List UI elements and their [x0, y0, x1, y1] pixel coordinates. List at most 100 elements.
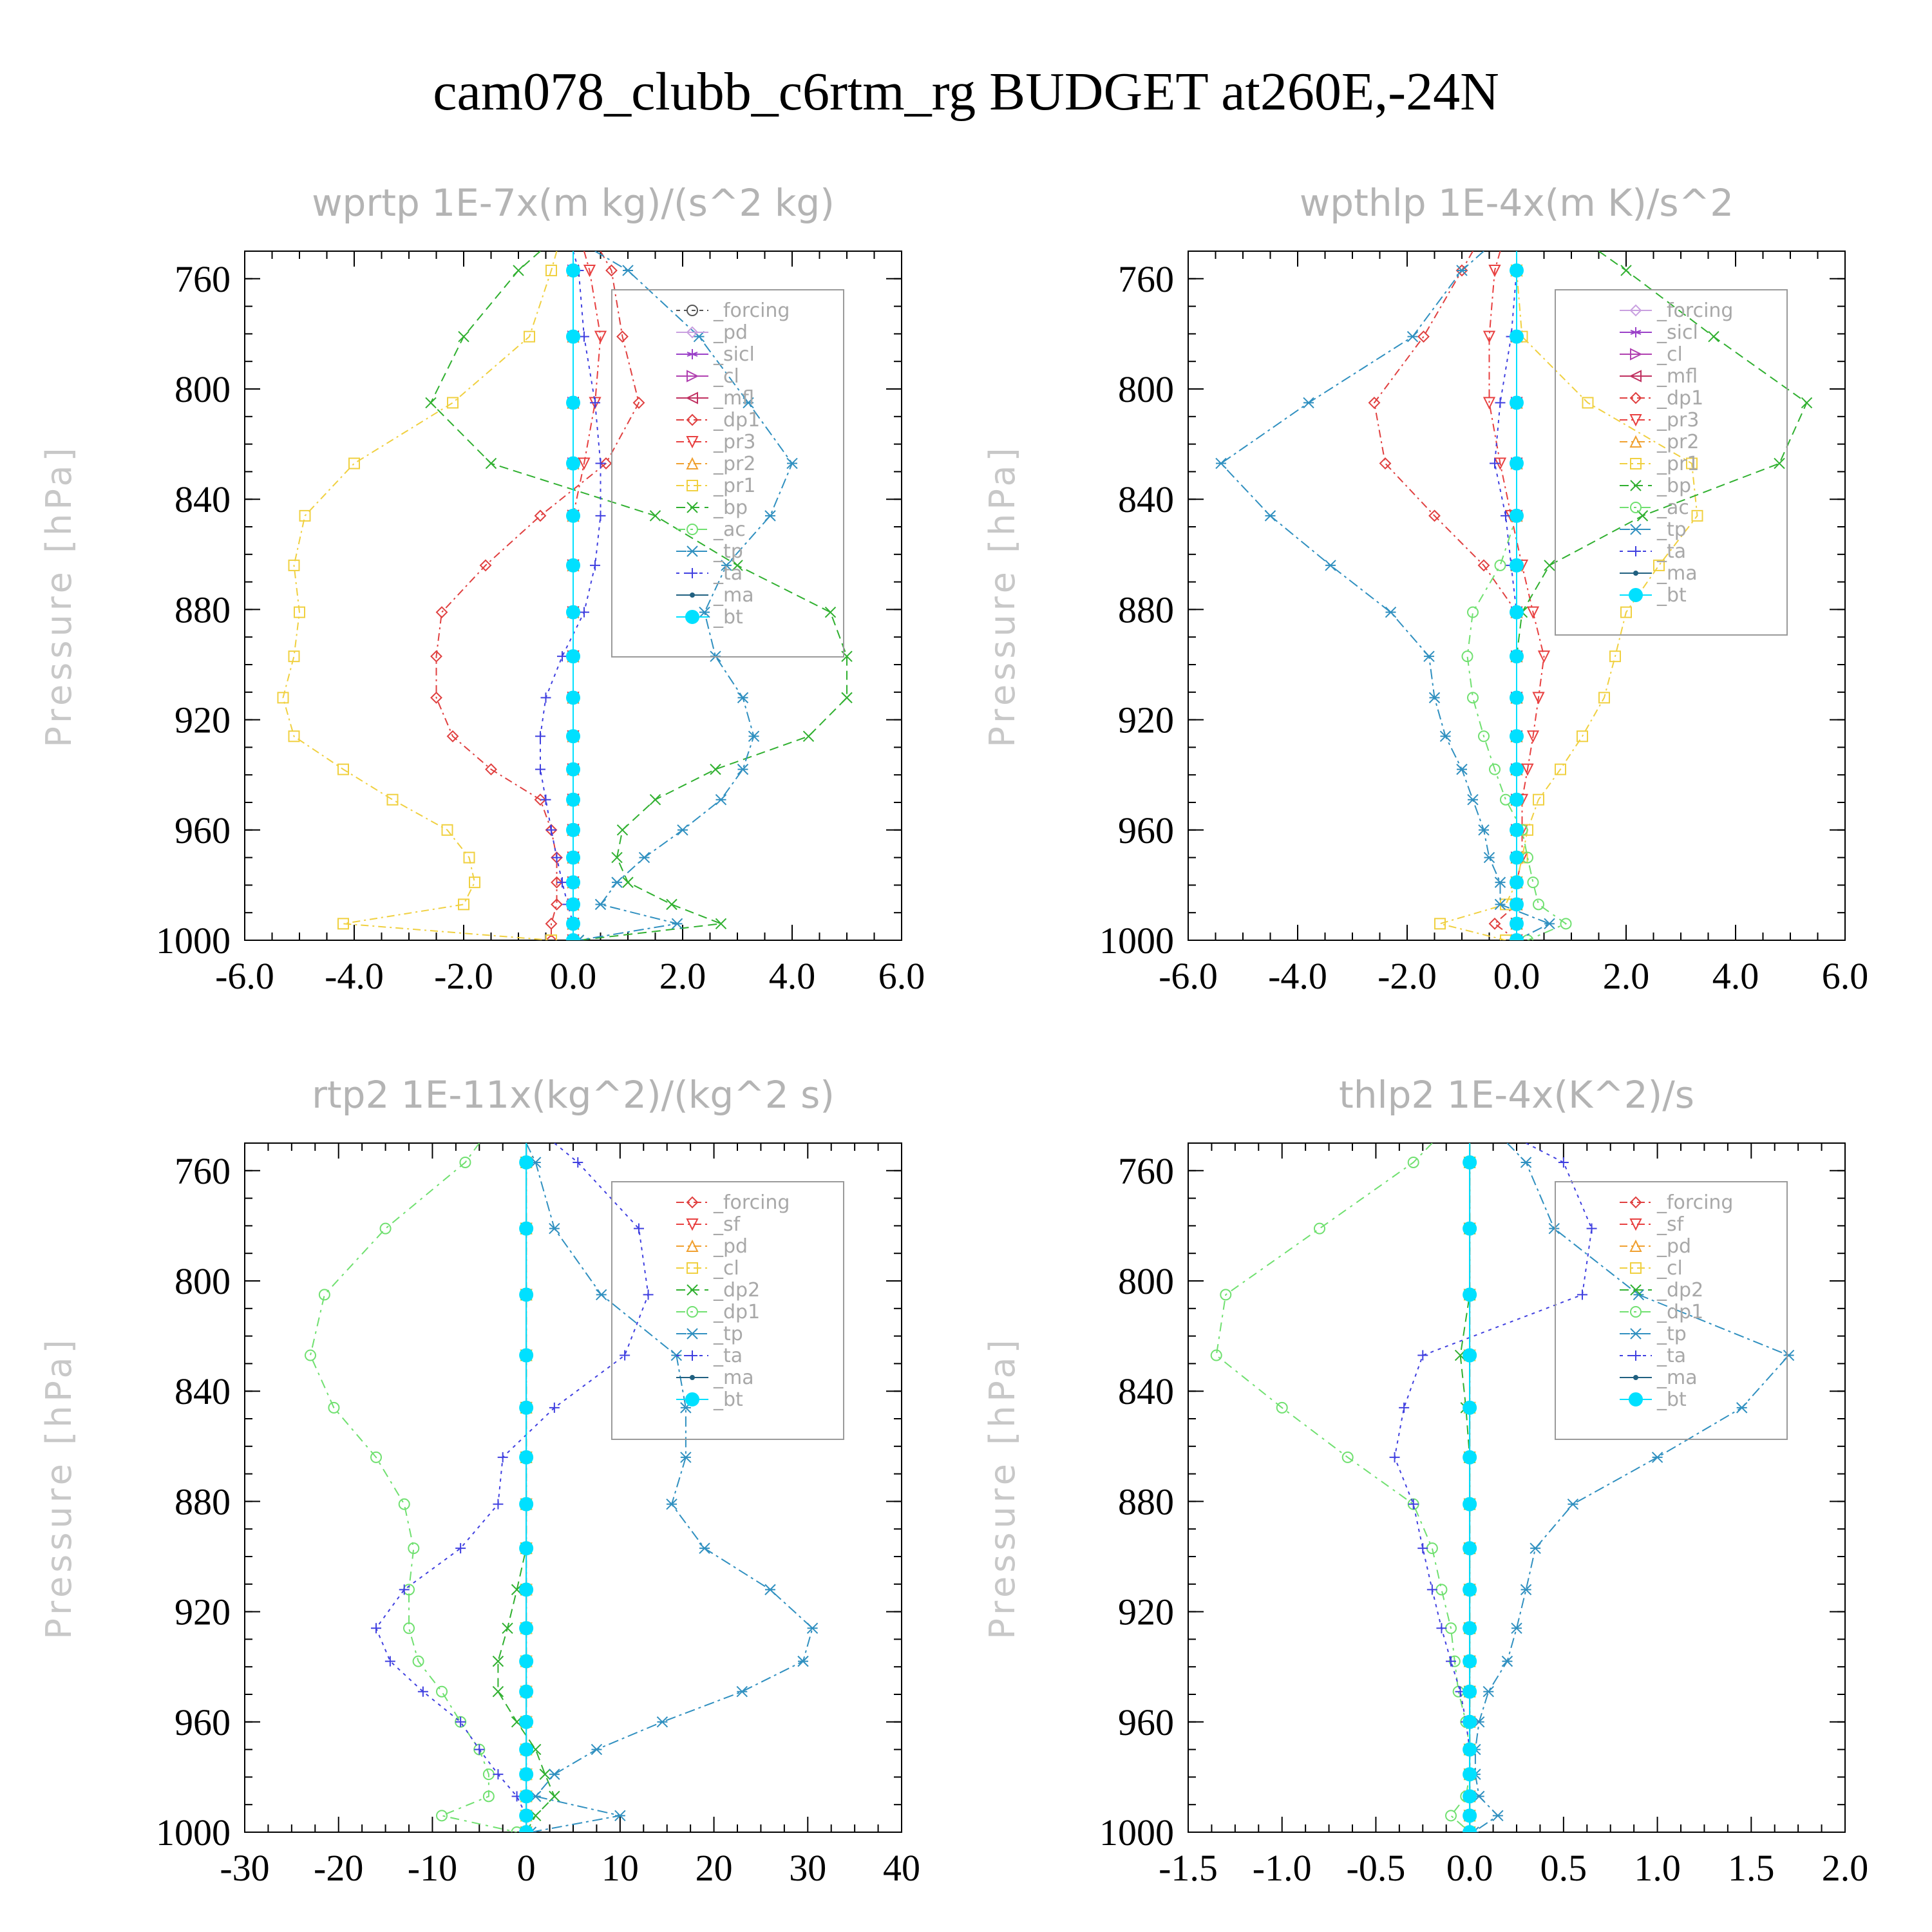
- data-point_ta: [417, 1686, 428, 1697]
- data-point_tp: [622, 265, 634, 276]
- data-point_tp: [596, 1289, 607, 1301]
- legend-entry_ac: _ac: [713, 518, 746, 541]
- y-tick-label: 840: [1118, 478, 1174, 520]
- legend-entry_tp: _tp: [1656, 1323, 1687, 1345]
- legend-marker_ta: [1631, 546, 1641, 556]
- data-point_ta: [455, 1716, 466, 1727]
- data-point_dp1: [328, 1401, 340, 1414]
- data-point_tp: [737, 692, 749, 704]
- data-point_pr1: [294, 606, 305, 618]
- data-point_pr1: [447, 397, 459, 409]
- data-point_bp: [732, 560, 743, 571]
- x-tick-label: -0.5: [1347, 1847, 1406, 1889]
- x-tick-label: -1.5: [1159, 1847, 1218, 1889]
- legend-entry_pr3: _pr3: [713, 431, 755, 453]
- legend-marker_forcing: [687, 305, 698, 316]
- x-tick-label: -10: [408, 1847, 457, 1889]
- data-point_tp: [1215, 457, 1227, 469]
- legend-marker_dp2: [1630, 1284, 1642, 1296]
- legend-marker_ac: [687, 524, 698, 535]
- data-point_dp1: [1455, 264, 1468, 277]
- series-group: [277, 251, 853, 940]
- data-point_ta: [1399, 1402, 1410, 1413]
- legend-marker_mfl: [685, 392, 698, 404]
- data-point_ta: [474, 1744, 485, 1755]
- data-point_dp1: [632, 396, 645, 409]
- data-point_dp1: [616, 330, 629, 343]
- data-point_bt: [519, 1767, 534, 1782]
- data-point_bt: [566, 649, 580, 664]
- x-tick-label: 6.0: [1822, 955, 1869, 997]
- data-point_pr1: [348, 457, 360, 469]
- legend-entry_ma: _ma: [713, 584, 754, 607]
- data-point_ta: [557, 651, 567, 662]
- data-point_bp: [649, 510, 661, 522]
- data-point_dp2: [492, 1686, 504, 1698]
- legend-marker_ma: [690, 592, 695, 598]
- data-point_bt: [519, 1155, 534, 1170]
- data-point_tp: [1325, 560, 1336, 571]
- legend-entry_pr2: _pr2: [713, 453, 755, 475]
- series-line_dp1: [435, 251, 640, 940]
- data-point_ta: [1577, 1289, 1587, 1300]
- legend-marker_ma: [1633, 1375, 1638, 1380]
- series-line_pr3: [1488, 251, 1545, 940]
- data-point_bt: [1510, 916, 1524, 931]
- legend-box: [1555, 289, 1788, 636]
- data-point_bt: [519, 1582, 534, 1597]
- data-point_bt: [1463, 1767, 1477, 1782]
- data-point_bt: [566, 508, 580, 523]
- legend-marker_cl: [1630, 1262, 1642, 1274]
- data-point_pr3: [594, 330, 607, 343]
- x-tick-label: -4.0: [325, 955, 384, 997]
- data-point_bt: [519, 1348, 534, 1363]
- legend-marker_cl: [687, 1262, 698, 1274]
- legend-entry_ac: _ac: [1656, 497, 1689, 519]
- data-point_bt: [519, 1684, 534, 1699]
- data-point_tp: [1264, 510, 1276, 522]
- panel-title: wprtp 1E-7x(m kg)/(s^2 kg): [312, 181, 835, 225]
- data-point_ta: [535, 764, 545, 775]
- legend-entry_bt: _bt: [1656, 584, 1687, 607]
- data-point_bp: [715, 918, 727, 930]
- data-point_pr1: [463, 851, 475, 864]
- legend-marker_pd: [686, 326, 699, 339]
- data-point_bt: [1463, 1450, 1477, 1464]
- data-point_tp: [677, 824, 688, 836]
- y-tick-label: 920: [1118, 699, 1174, 741]
- data-point_dp2: [492, 1655, 504, 1667]
- legend-entry_cl: _cl: [713, 1257, 739, 1280]
- legend-entry_cl: _cl: [1656, 1257, 1683, 1280]
- data-point_bt: [519, 1400, 534, 1415]
- legend-marker_tp: [1630, 1328, 1642, 1340]
- data-point_bp: [1801, 397, 1813, 409]
- data-point_tp: [1478, 824, 1490, 836]
- data-point_dp1: [379, 1222, 392, 1235]
- data-point_tp: [1511, 1622, 1522, 1634]
- data-point_ta: [595, 510, 606, 521]
- x-tick-label: 6.0: [878, 955, 925, 997]
- data-point_bt: [1463, 1742, 1477, 1757]
- data-point_bt: [519, 1497, 534, 1511]
- data-point_ta: [540, 794, 551, 805]
- data-point_ta: [579, 331, 589, 342]
- x-tick-label: 4.0: [1712, 955, 1759, 997]
- data-point_bp: [1708, 330, 1719, 343]
- data-point_bt: [519, 1450, 534, 1464]
- data-point_bp: [824, 606, 837, 618]
- legend-entry_ta: _ta: [713, 1345, 743, 1367]
- y-tick-label: 760: [1118, 1150, 1174, 1192]
- y-tick-label: 1000: [1099, 1812, 1174, 1853]
- data-point_bt: [1510, 850, 1524, 865]
- data-point_pr1: [469, 876, 480, 889]
- data-point_dp1: [479, 559, 492, 572]
- data-point_bt: [566, 605, 580, 620]
- data-point_dp1: [412, 1655, 424, 1667]
- legend-entry_forcing: _forcing: [713, 299, 790, 322]
- legend-marker_sf: [686, 1218, 699, 1231]
- data-point_bp: [1620, 265, 1632, 276]
- data-point_tp: [1530, 1542, 1541, 1554]
- data-point_ta: [557, 877, 567, 888]
- y-axis-label: Pressure [hPa]: [982, 1336, 1023, 1639]
